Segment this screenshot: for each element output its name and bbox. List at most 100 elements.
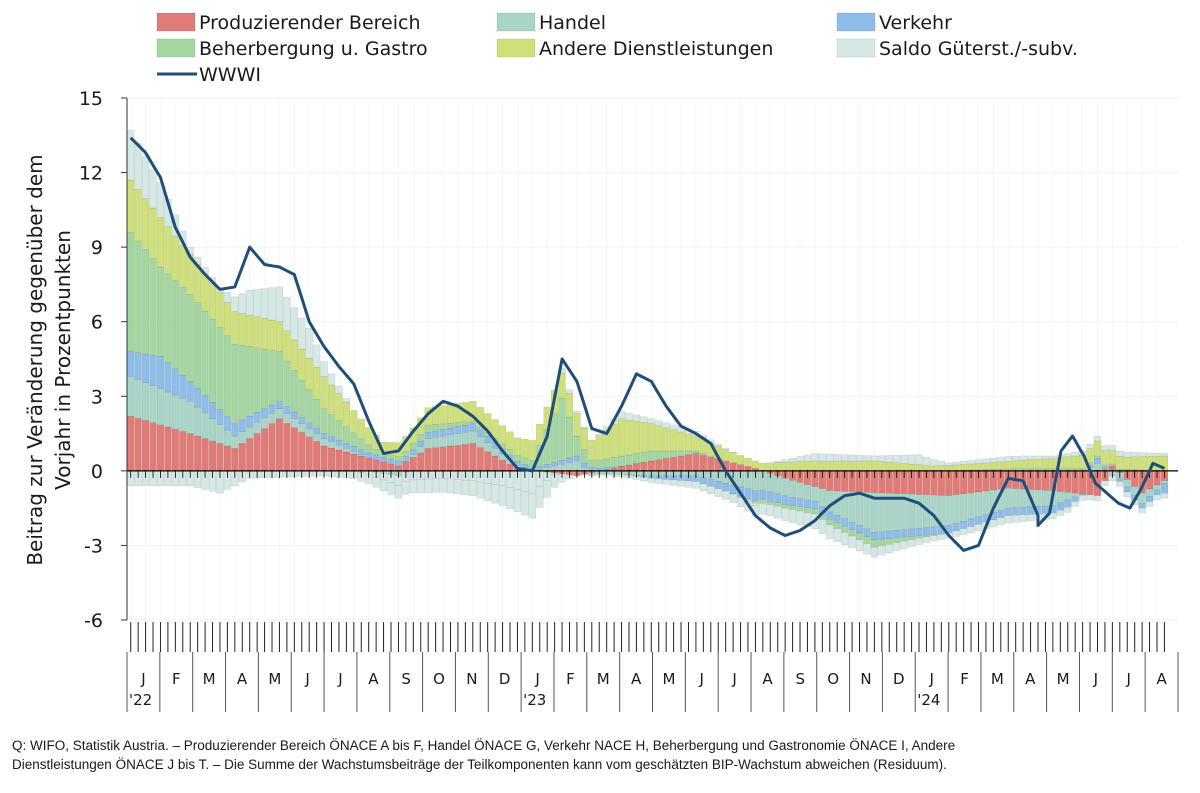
bar-handel-59-1 <box>565 462 574 472</box>
bar-prod-70-0 <box>647 460 655 472</box>
bar-saldo-107-5 <box>922 456 931 466</box>
bar-saldo-100-5 <box>870 455 879 462</box>
bar-beherb-97-3 <box>848 529 856 537</box>
bar-andere-80-4 <box>722 449 730 462</box>
bar-prod-9-0 <box>194 435 202 472</box>
bar-saldo-78-6 <box>707 486 715 494</box>
bar-andere-100-4 <box>870 460 879 472</box>
bar-beherb-92-3 <box>811 508 819 515</box>
bar-saldo-54-6 <box>528 493 536 519</box>
bar-andere-30-4 <box>350 410 358 434</box>
bar-andere-2-4 <box>141 198 150 250</box>
bar-saldo-3-5 <box>149 169 157 209</box>
bar-beherb-42-3 <box>439 423 447 430</box>
bar-beherb-95-3 <box>833 522 841 529</box>
bar-saldo-97-5 <box>848 454 856 462</box>
x-month-label-4: M <box>268 670 281 688</box>
bar-week-16 <box>246 290 254 479</box>
bar-saldo-92-5 <box>811 453 819 462</box>
bar-beherb-68-3 <box>632 453 641 464</box>
bar-saldo-26-5 <box>320 361 328 377</box>
bar-saldo-86-6 <box>766 504 774 516</box>
bar-beherb-37-3 <box>402 451 410 457</box>
bar-beherb-12-3 <box>216 327 224 410</box>
bar-saldo-99-6 <box>863 543 871 555</box>
bar-andere-119-4 <box>1012 460 1020 469</box>
bar-andere-54-4 <box>528 440 536 461</box>
bar-verkehr-0-2 <box>127 351 135 377</box>
bar-week-54 <box>528 440 536 519</box>
bar-andere-68-4 <box>632 420 641 454</box>
bar-verkehr-32-2 <box>365 452 373 459</box>
bar-prod-39-0 <box>417 452 425 472</box>
legend-item-wwwi: WWWI <box>157 64 261 86</box>
bar-prod-8-0 <box>186 433 194 472</box>
bar-verkehr-34-2 <box>379 456 388 463</box>
bar-andere-46-4 <box>469 401 477 422</box>
bar-verkehr-29-2 <box>342 443 351 449</box>
bar-handel-18-1 <box>260 417 269 429</box>
bar-beherb-99-3 <box>863 536 871 544</box>
source-note-line-2: Dienstleistungen ÖNACE J bis T. – Die Su… <box>12 757 947 772</box>
bar-handel-9-1 <box>194 406 202 437</box>
bar-verkehr-101-2 <box>878 531 886 540</box>
bar-handel-92-1 <box>811 486 819 502</box>
legend-item-beherb: Beherbergung u. Gastro <box>156 38 428 60</box>
bar-week-44 <box>454 403 462 495</box>
bar-saldo-22-5 <box>290 307 298 341</box>
legend-label-handel: Handel <box>539 12 606 34</box>
bar-saldo-45-6 <box>461 479 469 496</box>
bar-handel-29-1 <box>342 448 351 453</box>
bar-andere-27-4 <box>327 384 336 415</box>
bar-beherb-13-3 <box>223 335 232 417</box>
bar-prod-81-0 <box>729 462 737 472</box>
bar-andere-15-4 <box>238 313 246 346</box>
source-note: Q: WIFO, Statistik Austria. – Produziere… <box>12 738 955 772</box>
bar-handel-108-1 <box>930 494 938 528</box>
bar-andere-116-4 <box>989 462 998 470</box>
bar-beherb-132-3 <box>1108 463 1116 467</box>
bar-saldo-102-6 <box>885 544 893 554</box>
bar-andere-25-4 <box>313 367 321 400</box>
bar-saldo-103-5 <box>893 455 901 463</box>
bars <box>127 130 1169 558</box>
bar-verkehr-138-2 <box>1153 489 1161 496</box>
bar-saldo-96-6 <box>841 532 849 546</box>
bar-andere-10-4 <box>201 273 209 312</box>
bar-handel-41-1 <box>432 437 440 448</box>
bar-handel-112-1 <box>960 493 968 522</box>
bar-beherb-27-3 <box>327 414 336 438</box>
bar-beherb-98-3 <box>855 532 864 541</box>
bar-week-4 <box>156 182 165 486</box>
bar-week-43 <box>446 404 455 494</box>
bar-handel-23-1 <box>298 423 306 433</box>
bar-week-55 <box>536 423 544 508</box>
bar-beherb-41-3 <box>432 424 440 432</box>
bar-prod-11-0 <box>208 440 217 472</box>
bar-saldo-20-5 <box>275 286 284 322</box>
bar-beherb-26-3 <box>320 408 328 434</box>
bar-andere-105-4 <box>907 463 916 472</box>
x-year-label-1: '23 <box>523 691 546 709</box>
bar-week-133 <box>1116 450 1124 487</box>
bar-beherb-31-3 <box>357 438 365 450</box>
bar-week-96 <box>841 454 849 546</box>
bar-andere-83-4 <box>744 457 752 467</box>
bar-week-130 <box>1093 435 1102 501</box>
bar-saldo-128-6 <box>1079 495 1087 501</box>
bar-week-65 <box>610 418 618 477</box>
bar-prod-30-0 <box>350 453 358 472</box>
bar-beherb-17-3 <box>253 347 261 413</box>
source-note-line-1: Q: WIFO, Statistik Austria. – Produziere… <box>12 738 955 753</box>
legend-label-wwwi: WWWI <box>199 64 261 86</box>
bar-andere-3-4 <box>149 207 157 259</box>
bar-prod-15-0 <box>238 443 246 472</box>
bar-beherb-89-3 <box>788 505 797 510</box>
bar-saldo-70-6 <box>647 478 655 483</box>
bar-beherb-57-3 <box>550 413 559 463</box>
bar-saldo-114-5 <box>974 459 983 464</box>
bar-prod-28-0 <box>335 449 343 472</box>
bar-andere-20-4 <box>275 321 284 352</box>
bar-saldo-110-5 <box>945 462 953 466</box>
bar-saldo-112-5 <box>960 461 968 465</box>
